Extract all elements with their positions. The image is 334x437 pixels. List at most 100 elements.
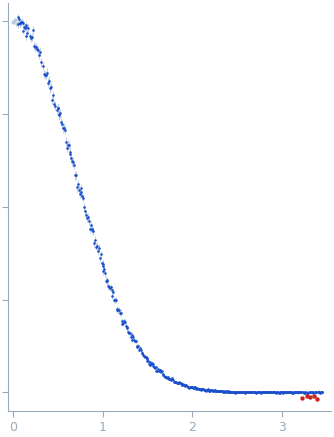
Point — [79, 189, 84, 196]
Point — [284, 389, 289, 396]
Point — [174, 379, 179, 386]
Point — [176, 379, 181, 386]
Point — [77, 190, 82, 197]
Point — [235, 388, 240, 395]
Point — [184, 383, 190, 390]
Point — [38, 49, 43, 56]
Point — [146, 360, 152, 367]
Point — [158, 367, 163, 374]
Point — [242, 389, 247, 396]
Point — [52, 101, 57, 108]
Point — [168, 377, 174, 384]
Point — [287, 388, 292, 395]
Point — [256, 388, 261, 395]
Point — [122, 318, 127, 325]
Point — [51, 92, 56, 99]
Point — [189, 383, 195, 390]
Point — [115, 306, 120, 313]
Point — [78, 184, 83, 191]
Point — [153, 367, 158, 374]
Point — [204, 387, 210, 394]
Point — [197, 386, 203, 393]
Point — [104, 277, 109, 284]
Point — [80, 192, 85, 199]
Point — [201, 386, 206, 393]
Point — [183, 382, 189, 389]
Point — [317, 389, 323, 396]
Point — [54, 107, 59, 114]
Point — [68, 148, 73, 155]
Point — [277, 389, 282, 396]
Point — [296, 389, 301, 396]
Point — [133, 337, 138, 344]
Point — [286, 388, 291, 395]
Point — [308, 389, 314, 396]
Point — [294, 389, 300, 396]
Point — [160, 371, 165, 378]
Point — [305, 389, 310, 396]
Point — [257, 388, 262, 395]
Point — [20, 20, 25, 27]
Point — [170, 376, 175, 383]
Point — [89, 226, 94, 233]
Point — [165, 374, 171, 381]
Point — [149, 361, 154, 368]
Point — [294, 388, 299, 395]
Point — [252, 388, 257, 395]
Point — [282, 388, 287, 395]
Point — [194, 384, 200, 391]
Point — [273, 388, 278, 395]
Point — [186, 385, 192, 392]
Point — [315, 388, 320, 395]
Point — [203, 387, 208, 394]
Point — [48, 83, 54, 90]
Point — [118, 309, 124, 316]
Point — [137, 344, 143, 351]
Point — [43, 71, 48, 78]
Point — [187, 383, 193, 390]
Point — [140, 350, 145, 357]
Point — [201, 386, 207, 393]
Point — [21, 27, 26, 34]
Point — [278, 388, 283, 395]
Point — [241, 389, 246, 396]
Point — [113, 297, 119, 304]
Point — [206, 387, 211, 394]
Point — [130, 331, 135, 338]
Point — [108, 284, 114, 291]
Point — [243, 389, 249, 396]
Point — [28, 35, 33, 42]
Point — [209, 387, 214, 394]
Point — [291, 388, 297, 395]
Point — [145, 355, 150, 362]
Point — [190, 384, 196, 391]
Point — [61, 124, 67, 131]
Point — [180, 380, 186, 387]
Point — [224, 388, 229, 395]
Point — [206, 388, 212, 395]
Point — [300, 389, 306, 396]
Point — [232, 389, 237, 396]
Point — [216, 388, 221, 395]
Point — [111, 289, 116, 296]
Point — [123, 323, 129, 329]
Point — [263, 388, 268, 395]
Point — [279, 389, 285, 396]
Point — [215, 388, 220, 395]
Point — [75, 181, 80, 188]
Point — [238, 388, 243, 395]
Point — [110, 293, 115, 300]
Point — [199, 385, 204, 392]
Point — [145, 357, 151, 364]
Point — [240, 388, 245, 395]
Point — [282, 388, 288, 395]
Point — [308, 389, 313, 396]
Point — [258, 389, 263, 396]
Point — [302, 389, 307, 396]
Point — [311, 389, 316, 396]
Point — [255, 389, 260, 396]
Point — [37, 51, 42, 58]
Point — [183, 382, 188, 389]
Point — [70, 159, 76, 166]
Point — [314, 395, 320, 402]
